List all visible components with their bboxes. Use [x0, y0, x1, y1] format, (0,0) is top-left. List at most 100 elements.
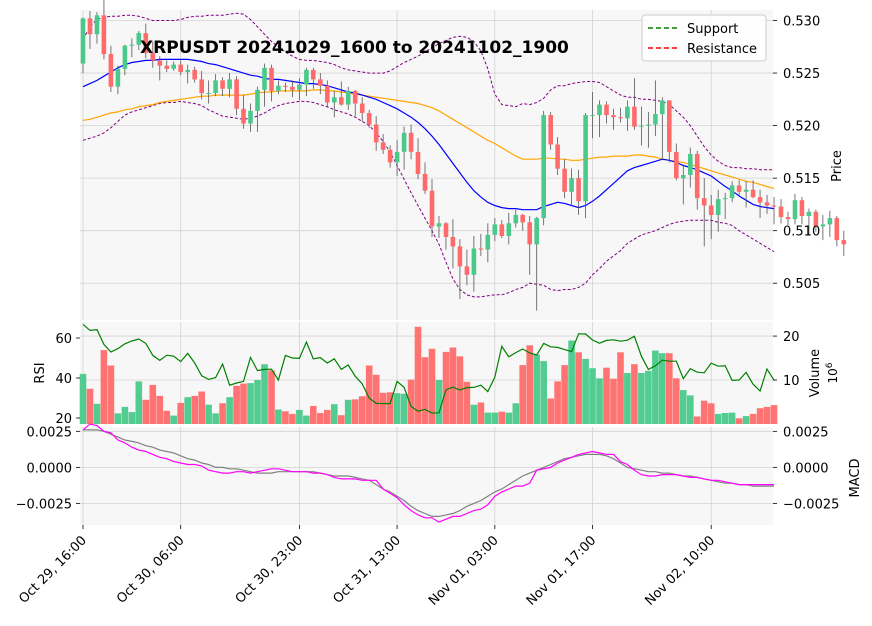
volume-bar	[324, 409, 331, 424]
price-tick-label: 0.510	[783, 225, 820, 240]
candle-down	[352, 90, 358, 104]
candle-up	[213, 80, 218, 93]
volume-bar	[365, 365, 373, 424]
candle-down	[604, 104, 609, 116]
volume-tick-label: 10	[783, 374, 800, 389]
volume-bar	[247, 383, 254, 424]
candle-down	[701, 198, 707, 206]
volume-bar	[680, 390, 687, 424]
price-tick-label: 0.525	[783, 67, 820, 82]
candle-up	[122, 45, 128, 69]
volume-bar	[582, 358, 589, 424]
volume-bar	[184, 397, 191, 424]
rsi-line-layer	[82, 323, 775, 414]
macd-axis-label: MACD	[848, 459, 863, 498]
volume-bar	[428, 348, 436, 424]
volume-bar	[638, 373, 645, 424]
candle-down	[380, 142, 386, 150]
candle-down	[220, 80, 225, 89]
candle-up	[625, 106, 630, 119]
rsi-tick-label: 40	[55, 372, 72, 387]
price-tick-label: 0.505	[783, 277, 820, 292]
candle-up	[345, 90, 351, 105]
volume-bar	[114, 413, 122, 424]
candle-down	[234, 79, 239, 109]
macd-tick-label-right: 0.0000	[783, 461, 829, 476]
candle-down	[576, 178, 581, 202]
candle-down	[799, 200, 805, 216]
volume-bar	[338, 415, 345, 424]
candle-down	[178, 64, 183, 72]
candle-up	[827, 218, 833, 225]
candle-down	[611, 115, 616, 118]
candle-down	[192, 69, 197, 80]
candle-down	[290, 86, 295, 90]
volume-bar	[742, 416, 750, 424]
volume-bar	[561, 365, 568, 424]
candle-down	[562, 168, 567, 192]
candle-down	[555, 144, 560, 169]
candle-down	[269, 67, 274, 91]
candle-up	[492, 224, 498, 235]
candle-down	[157, 60, 163, 66]
volume-bar	[100, 350, 108, 424]
volume-bar	[275, 409, 282, 424]
candle-down	[339, 97, 344, 105]
volume-bar	[310, 406, 317, 424]
macd-tick-label-right: 0.0025	[783, 425, 829, 440]
candle-up	[94, 15, 100, 35]
candle-up	[729, 185, 735, 199]
bollinger-lower-line	[82, 100, 775, 298]
candle-down	[366, 113, 372, 125]
volume-bar	[93, 403, 101, 424]
volume-bar	[233, 385, 240, 425]
candle-up	[80, 18, 86, 64]
candle-down	[548, 115, 553, 145]
volume-bar	[226, 397, 233, 424]
candle-down	[813, 211, 819, 227]
candle-up	[401, 132, 407, 152]
candle-down	[325, 85, 330, 103]
candle-down	[143, 33, 149, 54]
macd-tick-label-right: −0.0025	[783, 497, 839, 512]
volume-bar	[163, 410, 171, 424]
volume-tick-label: 20	[783, 330, 800, 345]
candle-up	[660, 100, 665, 115]
candle-down	[101, 15, 107, 55]
volume-bar	[344, 399, 352, 424]
volume-bar	[379, 392, 387, 424]
volume-bar	[303, 415, 310, 424]
candle-up	[436, 223, 442, 227]
candle-up	[206, 93, 211, 94]
volume-bar	[219, 403, 226, 424]
signal-line	[83, 429, 774, 518]
candle-down	[499, 224, 505, 236]
candle-up	[297, 84, 302, 90]
candle-up	[646, 124, 651, 126]
volume-bar	[79, 373, 87, 424]
macd-tick-label-left: 0.0000	[27, 461, 73, 476]
sma-line	[82, 58, 775, 211]
bollinger-bands	[82, 12, 775, 298]
rsi-axis-label: RSI	[33, 362, 48, 383]
candle-up	[115, 68, 121, 87]
volume-axis-label: Volume	[808, 349, 823, 397]
candle-up	[597, 104, 602, 116]
volume-bar	[400, 393, 408, 424]
price-panel	[80, 10, 773, 320]
volume-bar	[498, 411, 506, 424]
volume-bar	[135, 381, 143, 424]
volume-bar	[198, 391, 205, 424]
rsi-line	[82, 323, 775, 414]
volume-bar	[721, 413, 729, 424]
volume-bar	[554, 381, 561, 424]
candle-down	[785, 217, 791, 220]
volume-bar	[700, 400, 708, 424]
macd-tick-label-left: −0.0025	[16, 497, 72, 512]
volume-bar	[512, 403, 520, 424]
candle-up	[332, 97, 337, 103]
candle-down	[674, 151, 679, 179]
volume-bar	[617, 352, 624, 424]
volume-bar	[477, 402, 485, 424]
macd-line	[82, 423, 774, 523]
